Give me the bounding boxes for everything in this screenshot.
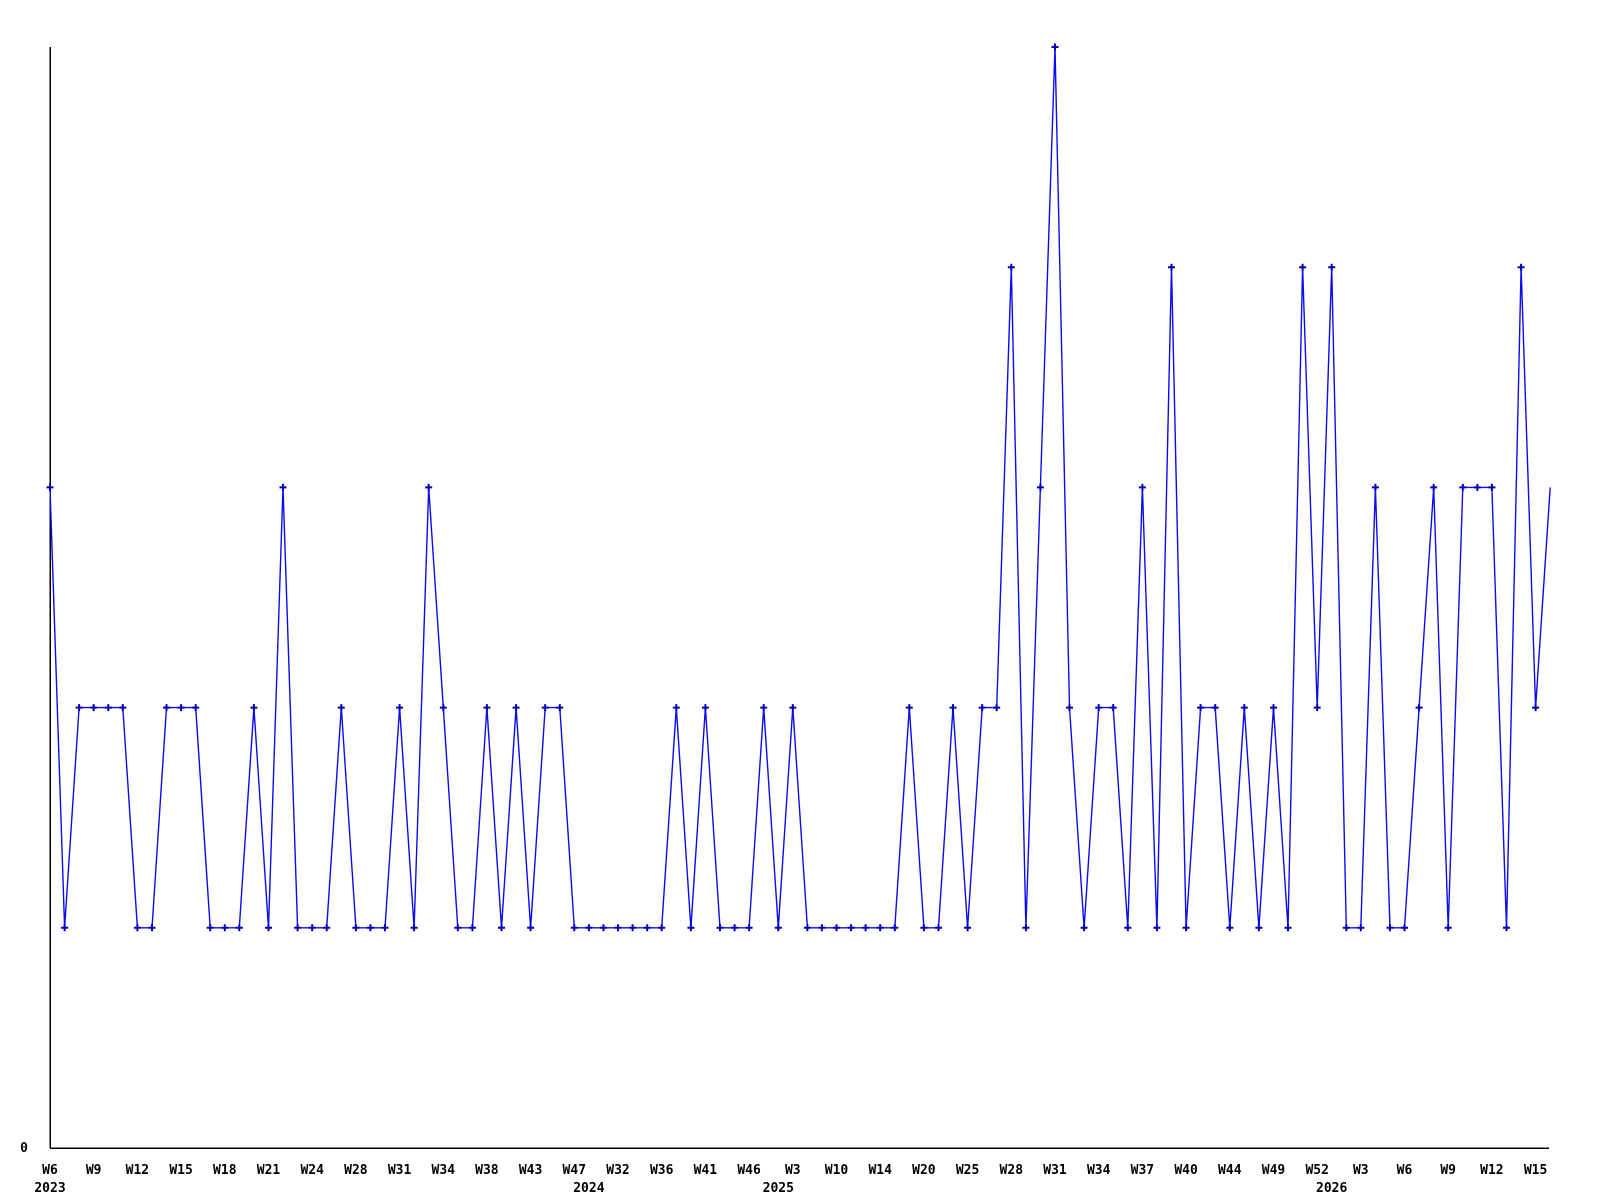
x-tick-label: W24 [300,1163,324,1178]
x-tick-label: W12 [1480,1163,1503,1178]
x-tick-label: W28 [1000,1163,1024,1178]
x-tick-label: W40 [1174,1163,1198,1178]
x-tick-label: W44 [1218,1163,1242,1178]
x-tick-label: W9 [86,1163,102,1178]
data-line [49,46,1551,929]
x-tick-label: W15 [169,1163,192,1178]
x-tick-label: W34 [432,1163,456,1178]
x-tick-label: W31 [1043,1163,1067,1178]
x-year-label: 2025 [763,1181,794,1196]
x-tick-label: W12 [126,1163,149,1178]
x-tick-label: W9 [1440,1163,1456,1178]
x-tick-label: W14 [868,1163,892,1178]
x-tick-label: W15 [1524,1163,1547,1178]
x-tick-label: W41 [694,1163,718,1178]
x-year-label: 2023 [34,1181,65,1196]
x-tick-label: W43 [519,1163,542,1178]
data-point-markers [46,43,1540,932]
y-zero-label: 0 [20,1141,28,1156]
x-tick-label: W28 [344,1163,368,1178]
x-tick-label: W46 [737,1163,761,1178]
x-tick-label: W36 [650,1163,674,1178]
x-tick-label: W20 [912,1163,936,1178]
x-tick-label: W49 [1262,1163,1285,1178]
x-tick-label: W3 [785,1163,801,1178]
x-tick-label: W6 [42,1163,58,1178]
x-year-label: 2024 [573,1181,604,1196]
x-tick-label: W21 [257,1163,281,1178]
x-tick-label: W32 [606,1163,629,1178]
x-tick-label: W37 [1131,1163,1154,1178]
x-tick-label: W18 [213,1163,237,1178]
x-tick-label: W25 [956,1163,979,1178]
x-tick-label: W52 [1305,1163,1328,1178]
x-tick-label: W47 [563,1163,586,1178]
x-tick-label: W31 [388,1163,412,1178]
x-tick-label: W38 [475,1163,499,1178]
x-tick-label: W6 [1397,1163,1413,1178]
x-tick-label: W10 [825,1163,849,1178]
x-tick-label: W3 [1353,1163,1369,1178]
x-tick-label: W34 [1087,1163,1111,1178]
x-year-label: 2026 [1316,1181,1347,1196]
